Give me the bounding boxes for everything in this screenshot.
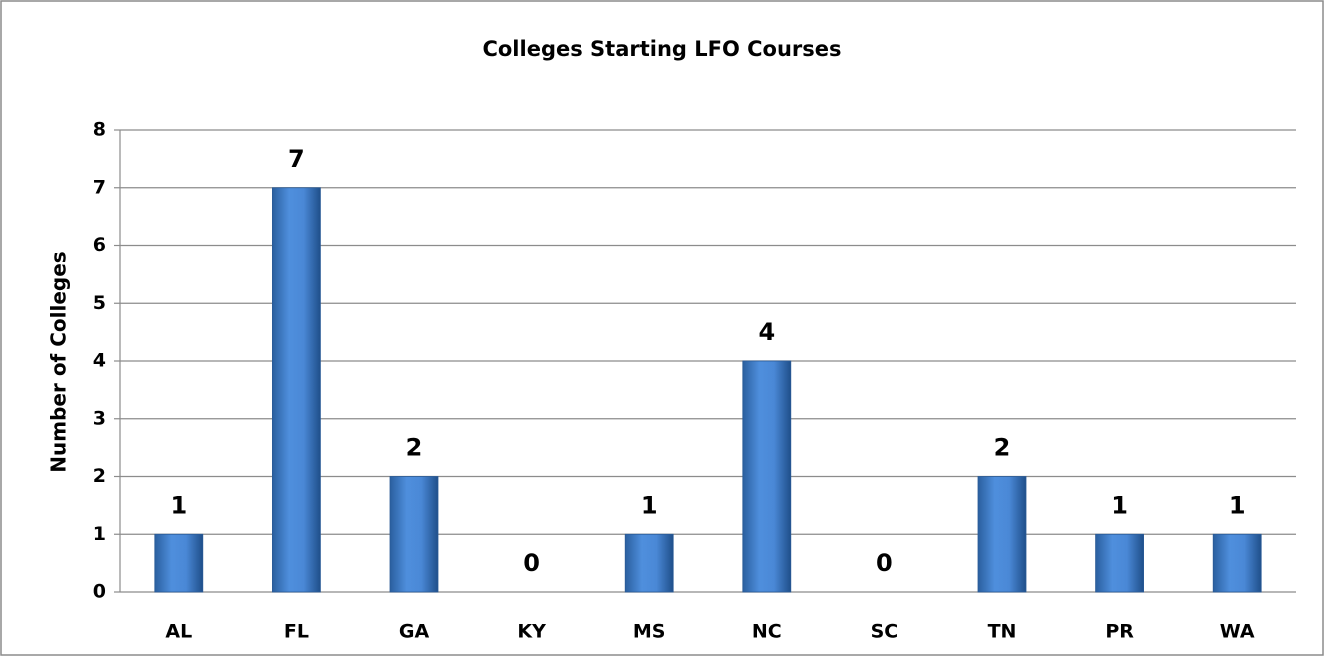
- data-label: 0: [523, 549, 540, 577]
- y-axis-label: Number of Colleges: [47, 251, 71, 472]
- bar: [742, 360, 792, 593]
- y-tick-label: 4: [93, 350, 106, 372]
- x-tick-label: KY: [517, 621, 546, 643]
- y-tick-label: 6: [93, 234, 106, 256]
- x-tick-label: GA: [399, 621, 430, 643]
- x-tick-label: AL: [165, 621, 192, 643]
- y-tick-label: 1: [93, 523, 106, 545]
- bar: [1212, 533, 1262, 593]
- x-tick-label: NC: [752, 621, 782, 643]
- bar: [977, 476, 1027, 593]
- x-tick-label: FL: [284, 621, 309, 643]
- y-tick-label: 3: [93, 407, 106, 429]
- data-label: 1: [641, 491, 658, 519]
- y-tick-label: 0: [93, 581, 106, 603]
- x-tick-label: PR: [1105, 621, 1134, 643]
- data-label: 7: [288, 145, 305, 173]
- data-label: 1: [1111, 491, 1128, 519]
- chart-title: Colleges Starting LFO Courses: [482, 37, 841, 61]
- data-label: 1: [170, 491, 187, 519]
- data-label: 2: [406, 434, 423, 462]
- data-label: 1: [1229, 491, 1246, 519]
- x-tick-label: SC: [871, 621, 899, 643]
- bar: [271, 187, 321, 593]
- bar: [1095, 533, 1144, 593]
- x-tick-label: TN: [988, 621, 1017, 643]
- x-tick-label: MS: [633, 621, 666, 643]
- data-label: 4: [758, 318, 775, 346]
- data-label: 2: [994, 434, 1011, 462]
- y-tick-label: 5: [93, 292, 106, 314]
- data-label: 0: [876, 549, 893, 577]
- y-tick-label: 8: [93, 119, 106, 141]
- bar: [154, 533, 204, 593]
- bar: [389, 476, 439, 593]
- y-tick-label: 2: [93, 465, 106, 487]
- y-tick-label: 7: [93, 176, 106, 198]
- x-tick-label: WA: [1220, 621, 1255, 643]
- bar: [624, 533, 674, 593]
